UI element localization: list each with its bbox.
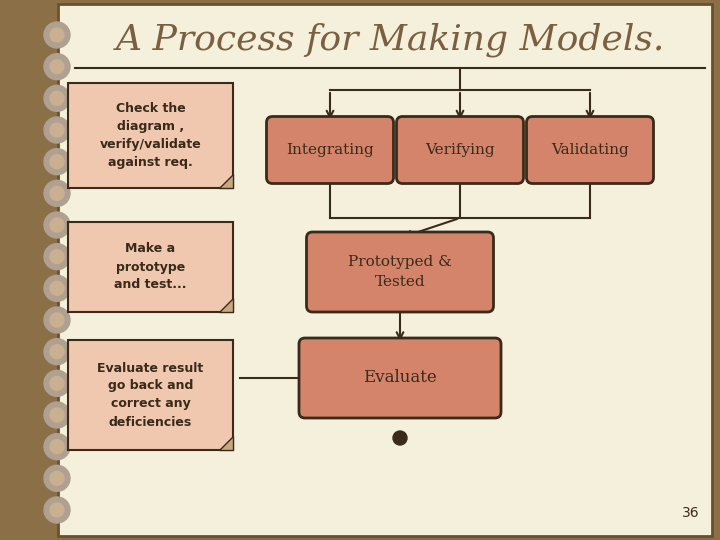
Circle shape: [44, 22, 70, 48]
Circle shape: [50, 503, 64, 517]
Text: Evaluate: Evaluate: [363, 369, 437, 387]
Circle shape: [50, 281, 64, 295]
Text: A Process for Making Models.: A Process for Making Models.: [115, 23, 665, 57]
Circle shape: [50, 471, 64, 485]
Text: 36: 36: [683, 506, 700, 520]
Circle shape: [44, 117, 70, 143]
FancyBboxPatch shape: [299, 338, 501, 418]
Polygon shape: [219, 436, 233, 450]
Circle shape: [50, 28, 64, 42]
Circle shape: [50, 408, 64, 422]
FancyBboxPatch shape: [266, 117, 394, 184]
FancyBboxPatch shape: [397, 117, 523, 184]
Circle shape: [44, 465, 70, 491]
Circle shape: [44, 339, 70, 364]
Circle shape: [50, 154, 64, 168]
Circle shape: [44, 148, 70, 174]
Circle shape: [44, 180, 70, 206]
Circle shape: [44, 402, 70, 428]
Circle shape: [44, 85, 70, 111]
Circle shape: [44, 497, 70, 523]
Circle shape: [44, 275, 70, 301]
Circle shape: [44, 212, 70, 238]
Text: Evaluate result
go back and
correct any
deficiencies: Evaluate result go back and correct any …: [97, 361, 204, 429]
Text: Prototyped &
Tested: Prototyped & Tested: [348, 255, 452, 289]
FancyBboxPatch shape: [68, 340, 233, 450]
Circle shape: [44, 434, 70, 460]
Circle shape: [44, 53, 70, 80]
Text: Make a
prototype
and test...: Make a prototype and test...: [114, 242, 186, 292]
FancyBboxPatch shape: [307, 232, 493, 312]
FancyBboxPatch shape: [0, 0, 58, 540]
FancyBboxPatch shape: [68, 83, 233, 188]
Circle shape: [44, 307, 70, 333]
FancyBboxPatch shape: [68, 222, 233, 312]
Circle shape: [44, 370, 70, 396]
FancyBboxPatch shape: [58, 4, 712, 536]
Circle shape: [50, 345, 64, 359]
Circle shape: [50, 376, 64, 390]
Circle shape: [50, 186, 64, 200]
Text: Integrating: Integrating: [286, 143, 374, 157]
Circle shape: [50, 249, 64, 264]
Polygon shape: [219, 174, 233, 188]
Circle shape: [393, 431, 407, 445]
Text: Check the
diagram ,
verify/validate
against req.: Check the diagram , verify/validate agai…: [99, 102, 202, 169]
Text: Validating: Validating: [551, 143, 629, 157]
Circle shape: [50, 313, 64, 327]
Circle shape: [50, 91, 64, 105]
FancyBboxPatch shape: [526, 117, 654, 184]
Polygon shape: [219, 298, 233, 312]
Circle shape: [44, 244, 70, 269]
Circle shape: [50, 123, 64, 137]
Circle shape: [50, 59, 64, 73]
Circle shape: [50, 440, 64, 454]
Text: Verifying: Verifying: [426, 143, 495, 157]
Circle shape: [50, 218, 64, 232]
